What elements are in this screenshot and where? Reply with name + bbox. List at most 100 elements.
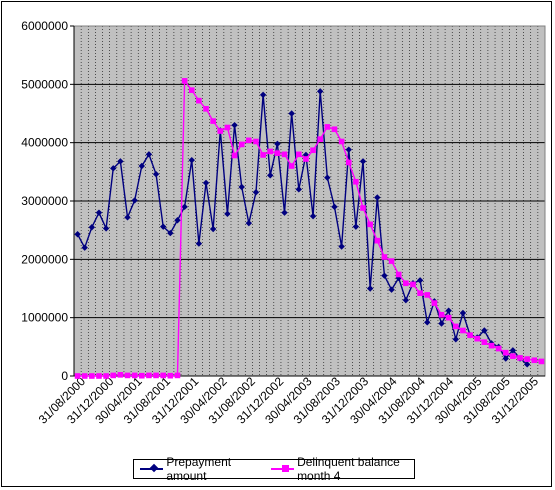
data-point-diamond xyxy=(424,319,431,326)
data-point-diamond xyxy=(459,309,467,317)
data-point-square xyxy=(502,349,509,356)
data-point-diamond xyxy=(102,225,110,232)
data-point-square xyxy=(324,124,331,130)
data-point-square xyxy=(138,372,145,379)
data-point-diamond xyxy=(252,189,260,196)
data-point-square xyxy=(331,126,338,133)
data-point-diamond xyxy=(209,225,217,233)
data-point-diamond xyxy=(110,165,117,172)
y-tick-label: 1000000 xyxy=(21,311,68,325)
data-point-square xyxy=(431,300,438,306)
data-point-square xyxy=(167,372,174,379)
data-point-square xyxy=(488,342,495,349)
y-tick-label: 4000000 xyxy=(21,136,68,150)
data-point-square xyxy=(338,138,345,145)
data-point-square xyxy=(174,372,181,379)
data-point-diamond xyxy=(245,219,253,227)
data-point-square xyxy=(181,78,188,84)
data-point-diamond xyxy=(502,355,509,362)
data-point-square xyxy=(467,332,473,338)
data-point-diamond xyxy=(324,174,331,181)
y-tick-label: 3000000 xyxy=(21,194,68,208)
data-point-square xyxy=(146,372,152,379)
data-point-diamond xyxy=(138,162,145,170)
data-point-square xyxy=(367,221,373,228)
data-point-square xyxy=(89,373,95,379)
y-tick-label: 0 xyxy=(61,369,68,383)
data-point-square xyxy=(110,372,117,379)
data-point-square xyxy=(510,353,516,359)
data-point-square xyxy=(74,373,81,379)
legend-label: Prepayment amount xyxy=(166,455,232,483)
data-point-diamond xyxy=(338,243,345,250)
legend-swatch-square-icon xyxy=(270,463,295,475)
y-tick-labels: 0 1000000 2000000 3000000 4000000 5000000 6000… xyxy=(21,19,68,383)
data-point-square xyxy=(481,339,488,345)
data-point-diamond xyxy=(188,156,195,164)
data-point-diamond xyxy=(74,231,81,238)
data-point-square xyxy=(381,254,388,260)
legend-item-prepayment: Prepayment amount xyxy=(134,455,251,483)
y-tick-label: 6000000 xyxy=(21,19,68,33)
data-point-diamond xyxy=(452,336,459,343)
data-point-square xyxy=(96,373,102,379)
data-point-diamond xyxy=(152,170,160,178)
data-point-square xyxy=(360,205,366,211)
data-point-square xyxy=(188,87,195,93)
data-point-square xyxy=(445,314,452,321)
data-point-square xyxy=(281,151,288,158)
data-point-square xyxy=(224,124,231,131)
data-point-diamond xyxy=(281,209,288,216)
data-point-square xyxy=(531,357,538,364)
data-point-diamond xyxy=(160,223,167,230)
data-point-diamond xyxy=(345,146,352,153)
data-point-square xyxy=(246,137,252,144)
data-point-diamond xyxy=(95,209,103,216)
data-point-diamond xyxy=(81,244,88,251)
data-point-square xyxy=(495,345,502,352)
data-point-diamond xyxy=(509,347,517,354)
y-tick-label: 5000000 xyxy=(21,77,68,91)
data-point-square xyxy=(288,163,295,169)
data-point-square xyxy=(303,156,309,162)
legend: Prepayment amount Delinquent balance mon… xyxy=(133,455,415,483)
data-point-diamond xyxy=(259,91,267,99)
data-point-diamond xyxy=(167,229,174,237)
data-point-square xyxy=(295,151,302,158)
data-point-square xyxy=(438,311,445,318)
series-line xyxy=(76,91,528,365)
data-point-square xyxy=(374,237,381,244)
data-point-square xyxy=(388,258,395,264)
data-point-diamond xyxy=(445,307,452,314)
data-point-diamond xyxy=(288,110,295,117)
data-point-diamond xyxy=(359,158,367,165)
data-point-square xyxy=(124,372,131,379)
data-point-diamond xyxy=(309,212,317,220)
data-point-square xyxy=(395,271,402,278)
data-point-diamond xyxy=(331,203,338,211)
data-point-square xyxy=(117,372,124,378)
data-point-square xyxy=(267,148,274,155)
data-point-diamond xyxy=(202,179,210,187)
data-point-square xyxy=(353,178,359,185)
data-point-square xyxy=(203,106,209,112)
data-point-square xyxy=(196,97,202,104)
legend-label: Delinquent balance month 4 xyxy=(297,455,400,483)
data-point-diamond xyxy=(267,172,274,179)
data-point-square xyxy=(317,136,324,142)
data-point-square xyxy=(160,372,167,379)
data-point-diamond xyxy=(366,285,374,292)
legend-item-delinquent: Delinquent balance month 4 xyxy=(265,455,414,483)
data-point-diamond xyxy=(402,296,410,304)
data-point-diamond xyxy=(352,223,360,230)
data-point-square xyxy=(310,147,316,154)
series-prepayment-amount xyxy=(74,88,531,368)
data-point-square xyxy=(417,290,423,296)
data-point-square xyxy=(538,358,545,365)
data-point-square xyxy=(153,372,159,379)
data-point-square xyxy=(345,159,352,166)
data-point-diamond xyxy=(523,361,531,368)
data-point-diamond xyxy=(274,140,281,148)
data-point-square xyxy=(253,138,259,145)
